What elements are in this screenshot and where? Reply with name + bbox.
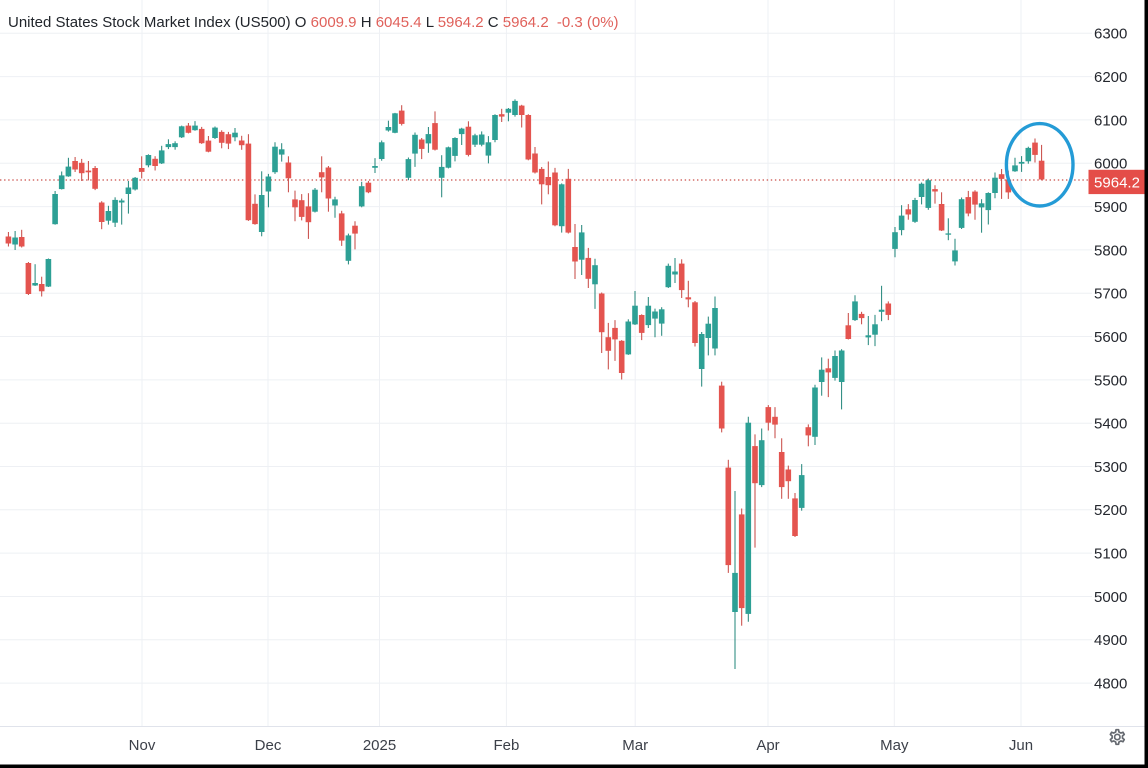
svg-text:Jun: Jun (1009, 737, 1033, 754)
svg-text:Feb: Feb (493, 737, 519, 754)
svg-text:May: May (880, 737, 909, 754)
svg-text:2025: 2025 (363, 737, 396, 754)
svg-text:5600: 5600 (1094, 329, 1127, 346)
svg-text:Nov: Nov (129, 737, 156, 754)
svg-text:5964.2: 5964.2 (1094, 174, 1140, 191)
svg-text:5700: 5700 (1094, 286, 1127, 303)
svg-text:6200: 6200 (1094, 69, 1127, 86)
svg-text:Mar: Mar (622, 737, 648, 754)
svg-text:5200: 5200 (1094, 502, 1127, 519)
svg-text:6100: 6100 (1094, 112, 1127, 129)
svg-text:4800: 4800 (1094, 676, 1127, 693)
svg-text:Dec: Dec (255, 737, 282, 754)
svg-text:4900: 4900 (1094, 632, 1127, 649)
svg-text:5000: 5000 (1094, 589, 1127, 606)
svg-text:5900: 5900 (1094, 199, 1127, 216)
svg-text:5300: 5300 (1094, 459, 1127, 476)
svg-text:United States Stock Market Ind: United States Stock Market Index (US500)… (8, 14, 619, 31)
svg-text:5500: 5500 (1094, 372, 1127, 389)
svg-text:6000: 6000 (1094, 156, 1127, 173)
svg-text:5100: 5100 (1094, 546, 1127, 563)
svg-text:5800: 5800 (1094, 242, 1127, 259)
svg-text:6300: 6300 (1094, 26, 1127, 43)
svg-text:5400: 5400 (1094, 416, 1127, 433)
svg-text:Apr: Apr (756, 737, 779, 754)
